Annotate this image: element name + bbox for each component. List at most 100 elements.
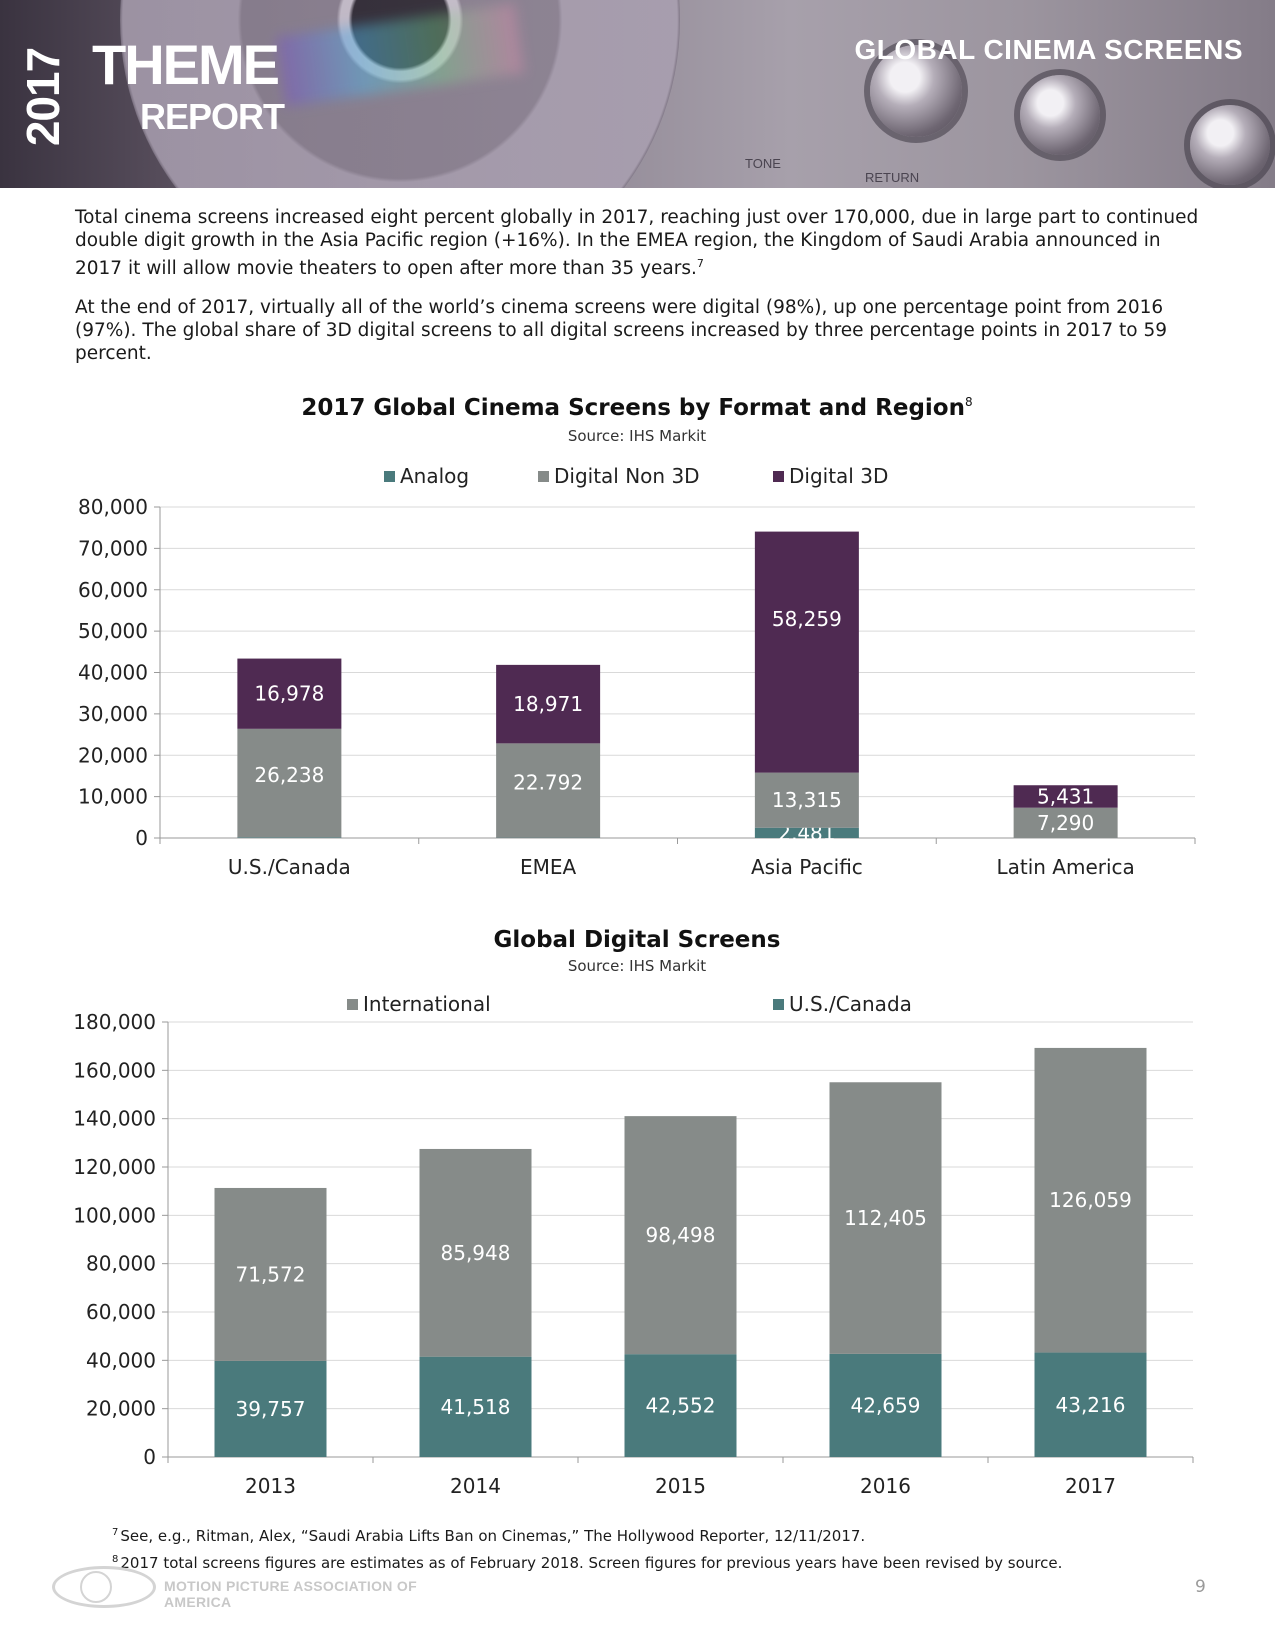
y-tick-label: 80,000 [86,1252,156,1276]
bar-segment [754,827,859,838]
format-region-chart: 2017 Global Cinema Screens by Format and… [78,395,1196,879]
bar-segment [496,664,601,744]
bar-segment [754,772,859,828]
data-label: 18,971 [513,692,583,716]
legend-label: Digital 3D [789,464,888,488]
page-number: 9 [1195,1577,1206,1597]
chart-subtitle: Source: IHS Markit [568,957,706,975]
x-tick-label: Asia Pacific [751,855,863,879]
report-year: 2017 [17,47,70,147]
data-label: 85,948 [441,1241,511,1265]
y-tick-label: 30,000 [78,702,148,726]
y-tick-label: 60,000 [86,1300,156,1324]
bar-segment [754,531,859,773]
y-tick-label: 0 [143,1445,156,1469]
legend-swatch [773,471,784,482]
org-name: MOTION PICTURE ASSOCIATION OF AMERICA [164,1578,417,1610]
disc-image [120,0,680,188]
chart-title: 2017 Global Cinema Screens by Format and… [301,395,972,421]
x-tick-label: 2016 [860,1474,911,1498]
data-label: 98,498 [646,1223,716,1247]
data-label: 7,290 [1037,811,1094,835]
legend-swatch [538,471,549,482]
mpaa-logo: MOTION PICTURE ASSOCIATION OF AMERICA [52,1566,422,1610]
chart-subtitle: Source: IHS Markit [568,427,706,445]
panel-label-tone: TONE [745,156,781,171]
y-tick-label: 180,000 [73,1010,156,1034]
data-label: 42,659 [851,1393,921,1417]
bar-segment [419,1356,532,1457]
legend-swatch [384,471,395,482]
bar-segment [237,658,342,729]
y-tick-label: 60,000 [78,578,148,602]
x-tick-label: 2017 [1065,1474,1116,1498]
bar-segment [1013,807,1118,838]
y-tick-label: 40,000 [78,661,148,685]
y-tick-label: 50,000 [78,619,148,643]
data-label: 112,405 [844,1206,927,1230]
bar-segment [1013,785,1118,808]
digital-screens-chart: Global Digital Screens Source: IHS Markit… [73,927,1194,1498]
chart-title: Global Digital Screens [494,927,781,953]
footnote-ref: 7 [696,257,704,270]
film-reel-icon [80,1571,112,1603]
data-label: 71,572 [236,1262,306,1286]
report-subtitle: REPORT [140,96,285,137]
report-title: THEME [92,33,280,96]
bar-segment [214,1360,327,1457]
y-tick-label: 10,000 [78,785,148,809]
y-tick-label: 70,000 [78,536,148,560]
y-tick-label: 20,000 [86,1397,156,1421]
legend-label: U.S./Canada [789,992,912,1016]
bar-segment [624,1354,737,1457]
knob-icon [870,45,962,137]
y-tick-label: 0 [135,826,148,850]
x-tick-label: 2014 [450,1474,501,1498]
digital-paragraph: At the end of 2017, virtually all of the… [75,297,1168,364]
section-title: GLOBAL CINEMA SCREENS [854,34,1243,65]
mpaa-seal-icon [52,1566,156,1608]
data-label: 39,757 [236,1397,306,1421]
bar-segment [1034,1352,1147,1457]
y-tick-label: 100,000 [73,1203,156,1227]
x-tick-label: 2015 [655,1474,706,1498]
legend-label: Digital Non 3D [554,464,700,488]
data-label: 43,216 [1056,1393,1126,1417]
data-label: 16,978 [254,682,324,706]
y-tick-label: 140,000 [73,1107,156,1131]
footnote-8: 8 2017 total screens figures are estimate… [112,1554,1063,1572]
x-tick-label: EMEA [520,855,577,879]
data-label: 13,315 [772,788,842,812]
data-label: 58,259 [772,607,842,631]
legend-swatch [773,999,784,1010]
legend-label: International [363,992,491,1016]
legend-label: Analog [400,464,469,488]
bar-segment [237,728,342,838]
y-tick-label: 20,000 [78,743,148,767]
data-label: 26,238 [254,763,324,787]
panel-label-return: RETURN [865,170,920,185]
x-tick-label: 2013 [245,1474,296,1498]
data-label: 126,059 [1049,1188,1132,1212]
x-tick-label: Latin America [996,855,1134,879]
header-banner: TONE RETURN 2017 THEME REPORT GLOBAL CIN… [0,0,1275,188]
bar-segment [214,1187,327,1361]
footnotes: 7 See, e.g., Ritman, Alex, “Saudi Arabia … [112,1521,1062,1575]
bar-segment [1034,1047,1147,1353]
knob-icon [1020,75,1100,155]
data-label: 5,431 [1037,784,1094,808]
y-tick-label: 120,000 [73,1155,156,1179]
y-tick-label: 160,000 [73,1058,156,1082]
y-tick-label: 40,000 [86,1348,156,1372]
legend-swatch [347,999,358,1010]
bar-segment [829,1353,942,1457]
bar-segment [496,743,601,838]
bar-segment [419,1148,532,1357]
intro-paragraph: Total cinema screens increased eight per… [75,207,1199,280]
knob-icon [1190,105,1270,185]
x-tick-label: U.S./Canada [228,855,351,879]
data-label: 41,518 [441,1395,511,1419]
data-label: 22.792 [513,771,583,795]
bar-segment [829,1082,942,1354]
bar-segment [624,1116,737,1355]
